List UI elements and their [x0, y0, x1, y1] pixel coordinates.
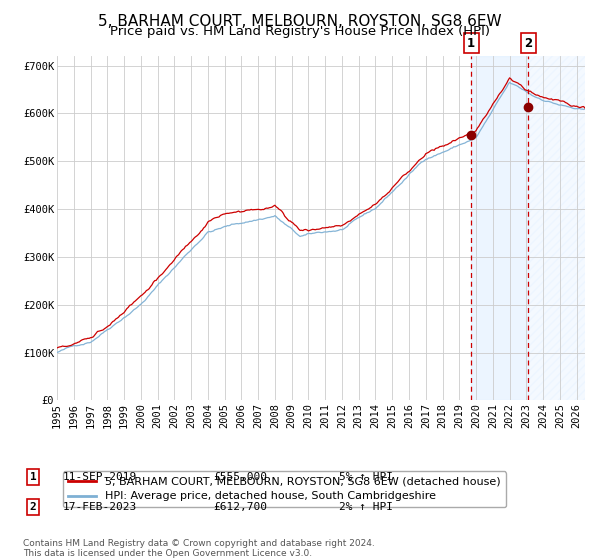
Text: 1: 1	[29, 472, 37, 482]
Bar	[471, 56, 529, 400]
Text: 2: 2	[29, 502, 37, 512]
Text: Contains HM Land Registry data © Crown copyright and database right 2024.
This d: Contains HM Land Registry data © Crown c…	[23, 539, 374, 558]
Text: 2: 2	[524, 36, 532, 50]
Text: 11-SEP-2019: 11-SEP-2019	[63, 472, 137, 482]
Text: Price paid vs. HM Land Registry's House Price Index (HPI): Price paid vs. HM Land Registry's House …	[110, 25, 490, 38]
Text: £612,700: £612,700	[213, 502, 267, 512]
Legend: 5, BARHAM COURT, MELBOURN, ROYSTON, SG8 6EW (detached house), HPI: Average price: 5, BARHAM COURT, MELBOURN, ROYSTON, SG8 …	[62, 472, 506, 507]
Text: 1: 1	[467, 36, 475, 50]
Text: 5, BARHAM COURT, MELBOURN, ROYSTON, SG8 6EW: 5, BARHAM COURT, MELBOURN, ROYSTON, SG8 …	[98, 14, 502, 29]
Text: 5% ↑ HPI: 5% ↑ HPI	[339, 472, 393, 482]
Text: 17-FEB-2023: 17-FEB-2023	[63, 502, 137, 512]
Bar	[529, 56, 585, 400]
Text: £555,000: £555,000	[213, 472, 267, 482]
Text: 2% ↑ HPI: 2% ↑ HPI	[339, 502, 393, 512]
